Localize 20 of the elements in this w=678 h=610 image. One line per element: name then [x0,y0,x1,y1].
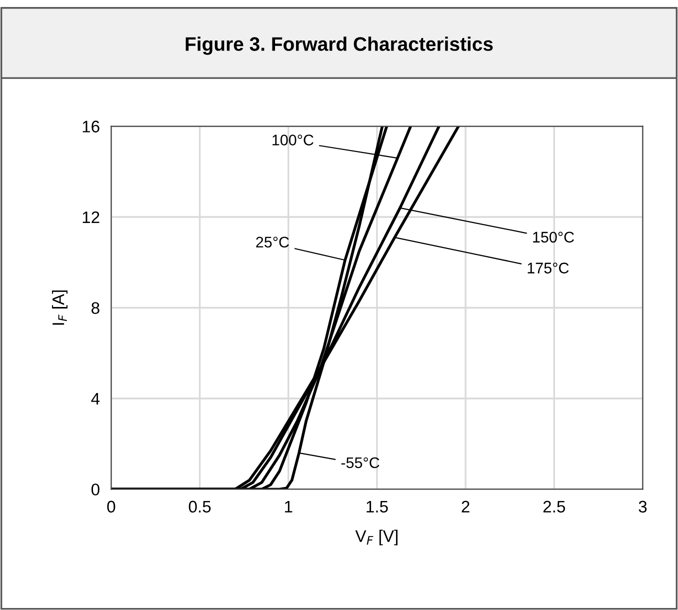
x-tick-label: 3 [638,500,647,513]
y-tick-label: 16 [82,120,100,132]
x-tick-label: 1.5 [366,500,388,513]
x-tick-label: 0 [107,500,116,513]
annotation: 100°C [272,134,314,146]
y-axis-title: I$_{F}$ [A] [52,290,68,325]
x-tick-label: 2 [462,500,470,512]
chart-title: Figure 3. Forward Characteristics [186,36,493,55]
x-tick-label: 1 [285,500,292,512]
y-tick-label: 12 [82,211,100,224]
y-tick-label: 4 [91,393,100,405]
x-tick-label: 2.5 [543,500,566,513]
x-axis-title: V$_{F}$ [V] [355,530,398,546]
annotation: 175°C [528,262,569,274]
y-tick-label: 0 [91,484,100,496]
y-tick-label: 8 [92,302,100,314]
annotation: -55°C [341,457,380,468]
annotation: 150°C [533,232,574,243]
x-tick-label: 0.5 [188,500,211,513]
annotation: 25°C [256,236,289,248]
